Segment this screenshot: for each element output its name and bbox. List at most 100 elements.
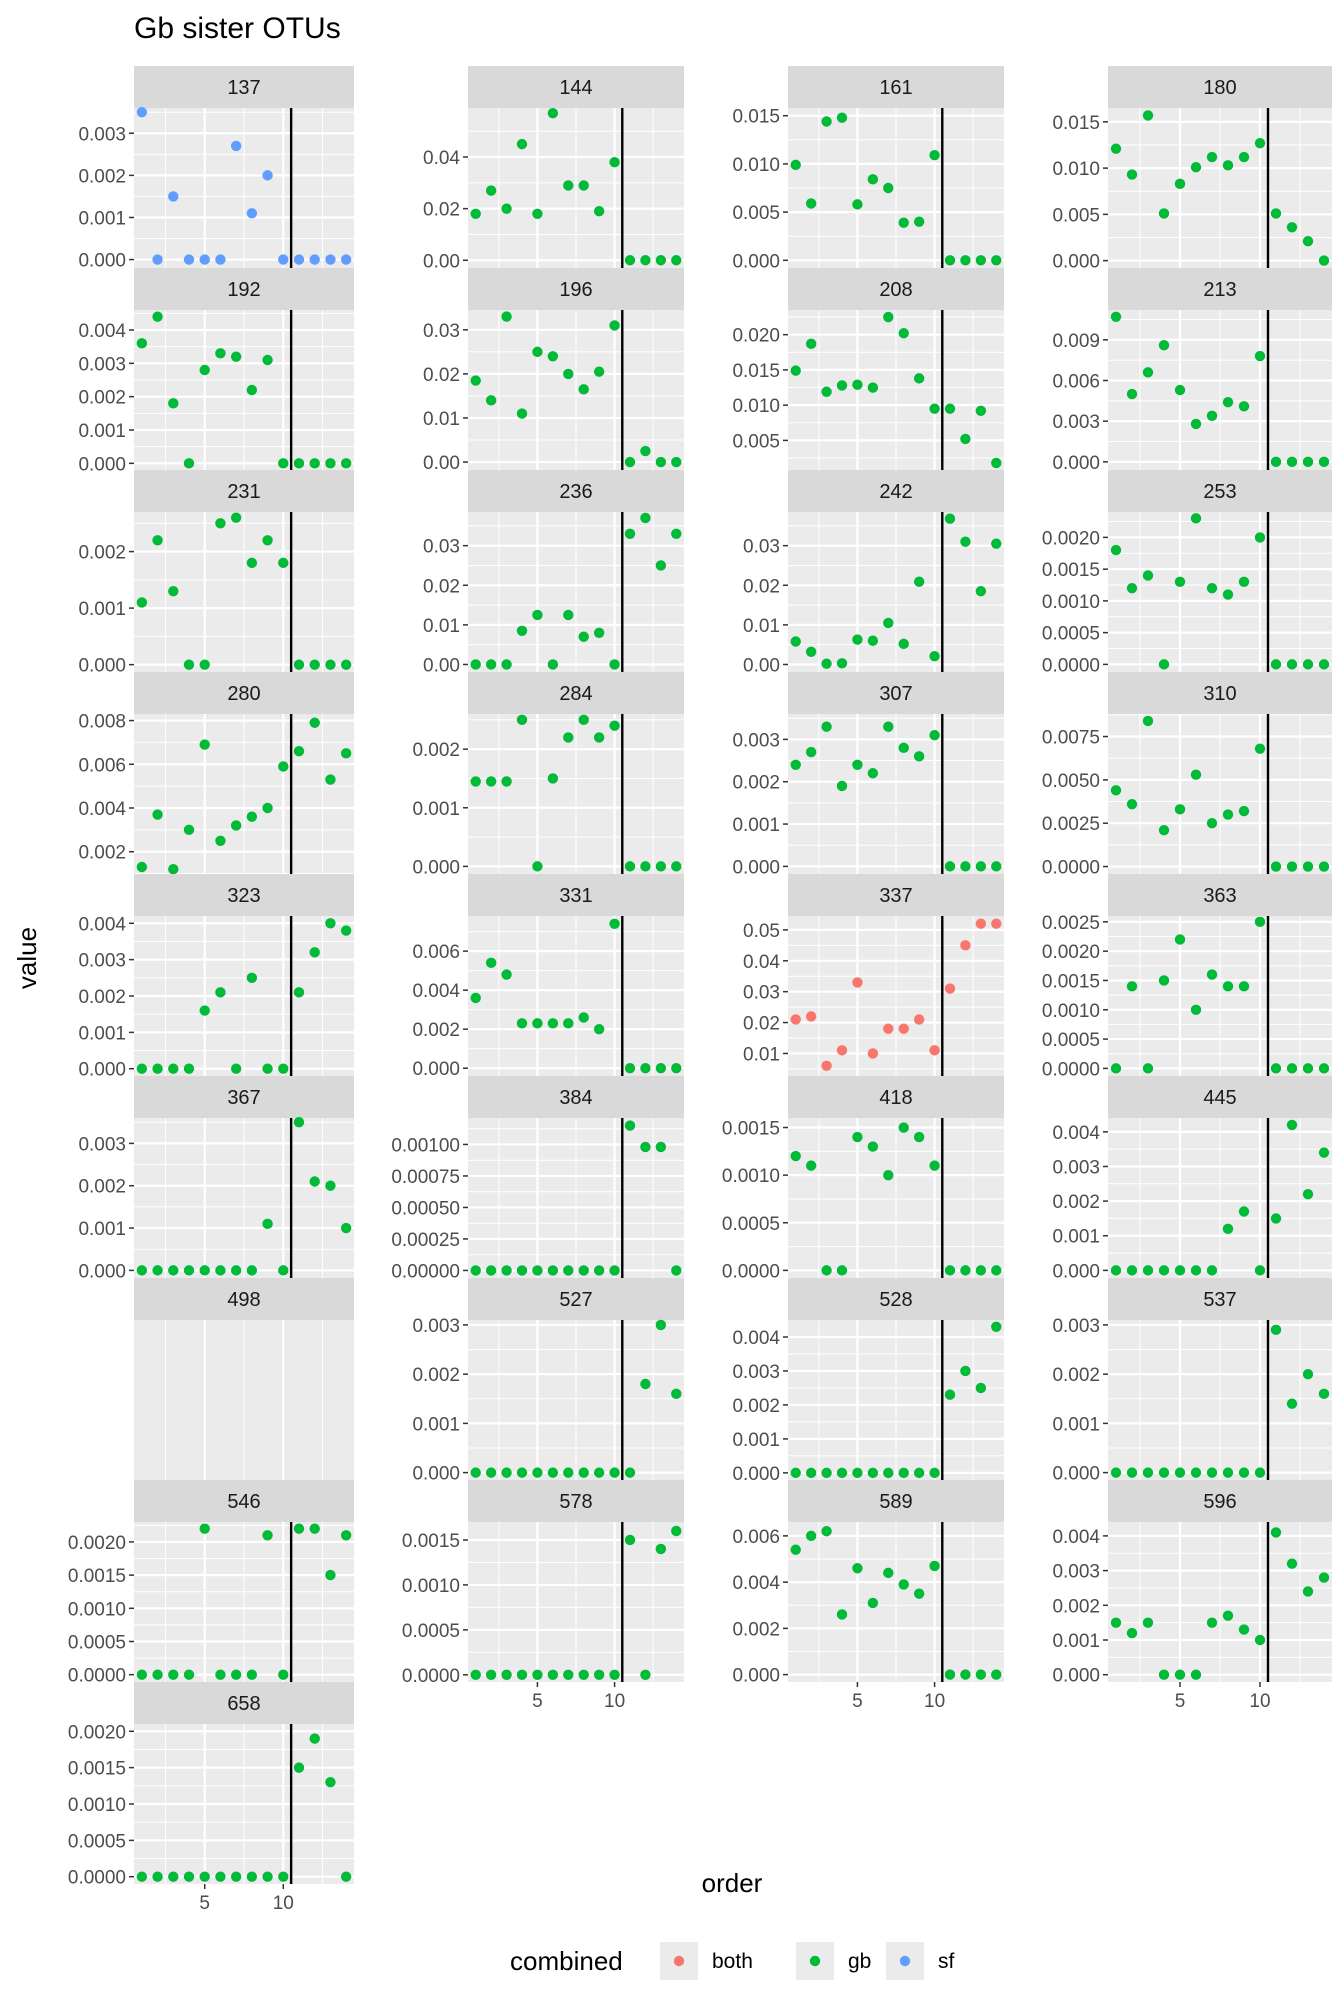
y-tick-label: 0.001	[732, 815, 780, 836]
y-tick-label: 0.0000	[1042, 655, 1100, 676]
y-tick-label: 0.001	[1052, 1414, 1100, 1435]
y-tick-label: 0.000	[78, 1060, 126, 1081]
data-point	[975, 1669, 987, 1680]
data-point	[547, 1265, 559, 1276]
data-point	[215, 835, 226, 846]
data-point	[1238, 151, 1250, 163]
y-tick-label: 0.003	[78, 951, 126, 972]
y-tick-label: 0.000	[732, 251, 780, 272]
data-point	[1126, 1467, 1138, 1478]
y-tick-label: 0.0020	[68, 1533, 126, 1554]
data-point	[805, 198, 817, 209]
data-point	[1174, 178, 1186, 190]
data-point	[262, 1530, 273, 1541]
data-point	[516, 1018, 528, 1029]
data-point	[929, 1045, 940, 1056]
y-tick-label: 0.04	[743, 952, 780, 973]
data-point	[340, 748, 352, 759]
data-point	[1142, 1467, 1154, 1478]
facet-strip-label: 578	[559, 1491, 592, 1513]
data-point	[1158, 1467, 1170, 1478]
data-point	[898, 742, 909, 754]
data-point	[1286, 659, 1298, 670]
facet-strip-label: 144	[559, 77, 592, 99]
y-tick-label: 0.001	[78, 599, 126, 620]
facet-strip-label: 280	[227, 683, 260, 705]
data-point	[136, 861, 148, 873]
data-point	[1174, 1467, 1186, 1478]
data-point	[278, 761, 289, 772]
data-point	[1222, 160, 1234, 171]
data-point	[913, 1588, 925, 1599]
facet-panel-658: 658 5 10 0.0000 0.0005 0.0010 0.0015 0.0020	[68, 1682, 354, 1914]
data-point	[183, 458, 195, 469]
y-tick-label: 0.03	[743, 537, 780, 558]
data-point	[1190, 1467, 1202, 1478]
data-point	[1254, 1634, 1266, 1646]
data-point	[913, 1014, 925, 1025]
facet-strip	[1108, 268, 1332, 310]
data-point	[183, 254, 195, 265]
data-point	[1254, 1265, 1266, 1276]
facet-strip	[468, 1278, 684, 1320]
x-tick-label: 10	[604, 1691, 625, 1712]
data-point	[516, 1467, 528, 1478]
data-point	[547, 1018, 559, 1029]
facet-strip	[134, 672, 354, 714]
data-point	[671, 1265, 682, 1276]
data-point	[1190, 513, 1202, 524]
data-point	[671, 1388, 682, 1400]
data-point	[262, 1063, 273, 1074]
data-point	[1158, 1265, 1170, 1276]
data-point	[532, 1467, 543, 1478]
data-point	[501, 1467, 512, 1478]
data-point	[1238, 1467, 1250, 1478]
y-tick-label: 0.0015	[68, 1759, 126, 1780]
data-point	[309, 717, 320, 728]
facet-strip	[1108, 874, 1332, 916]
data-point	[325, 1180, 336, 1191]
data-point	[1270, 1063, 1282, 1074]
data-point	[215, 1669, 226, 1680]
y-tick-label: 0.002	[78, 1177, 126, 1198]
data-point	[960, 940, 971, 951]
facet-strip	[468, 268, 684, 310]
facet-strip-label: 180	[1203, 77, 1236, 99]
y-tick-label: 0.000	[78, 656, 126, 677]
data-point	[913, 751, 925, 762]
data-point	[805, 746, 817, 758]
data-point	[470, 776, 481, 787]
data-point	[836, 658, 848, 669]
y-tick-label: 0.00000	[391, 1261, 460, 1282]
y-tick-label: 0.000	[732, 1464, 780, 1485]
data-point	[563, 1669, 574, 1681]
facet-panel-418: 4185100.00000.00050.00100.0015	[722, 1076, 1004, 1308]
y-tick-label: 0.005	[732, 431, 780, 452]
data-point	[470, 1467, 481, 1478]
data-point	[898, 1467, 909, 1479]
data-point	[929, 650, 940, 662]
data-point	[1238, 401, 1250, 412]
data-point	[867, 1048, 879, 1059]
data-point	[1286, 1063, 1298, 1074]
y-tick-label: 0.010	[732, 155, 780, 176]
data-point	[609, 1669, 620, 1681]
data-point	[1270, 1213, 1282, 1224]
facet-strip-label: 231	[227, 481, 260, 503]
y-tick-label: 0.02	[423, 365, 460, 386]
data-point	[1286, 222, 1298, 233]
data-point	[913, 1131, 925, 1143]
data-point	[1270, 1324, 1282, 1336]
data-point	[485, 659, 497, 670]
data-point	[1302, 1586, 1314, 1597]
y-tick-label: 0.05	[743, 921, 780, 942]
y-tick-label: 0.0010	[68, 1599, 126, 1620]
data-point	[152, 809, 163, 820]
data-point	[821, 1265, 832, 1276]
data-point	[852, 977, 863, 988]
facet-panel-307: 3075100.0000.0010.0020.003	[732, 672, 1004, 904]
data-point	[1270, 1527, 1282, 1538]
data-point	[1158, 208, 1170, 219]
data-point	[516, 408, 528, 419]
y-tick-label: 0.000	[78, 251, 126, 272]
